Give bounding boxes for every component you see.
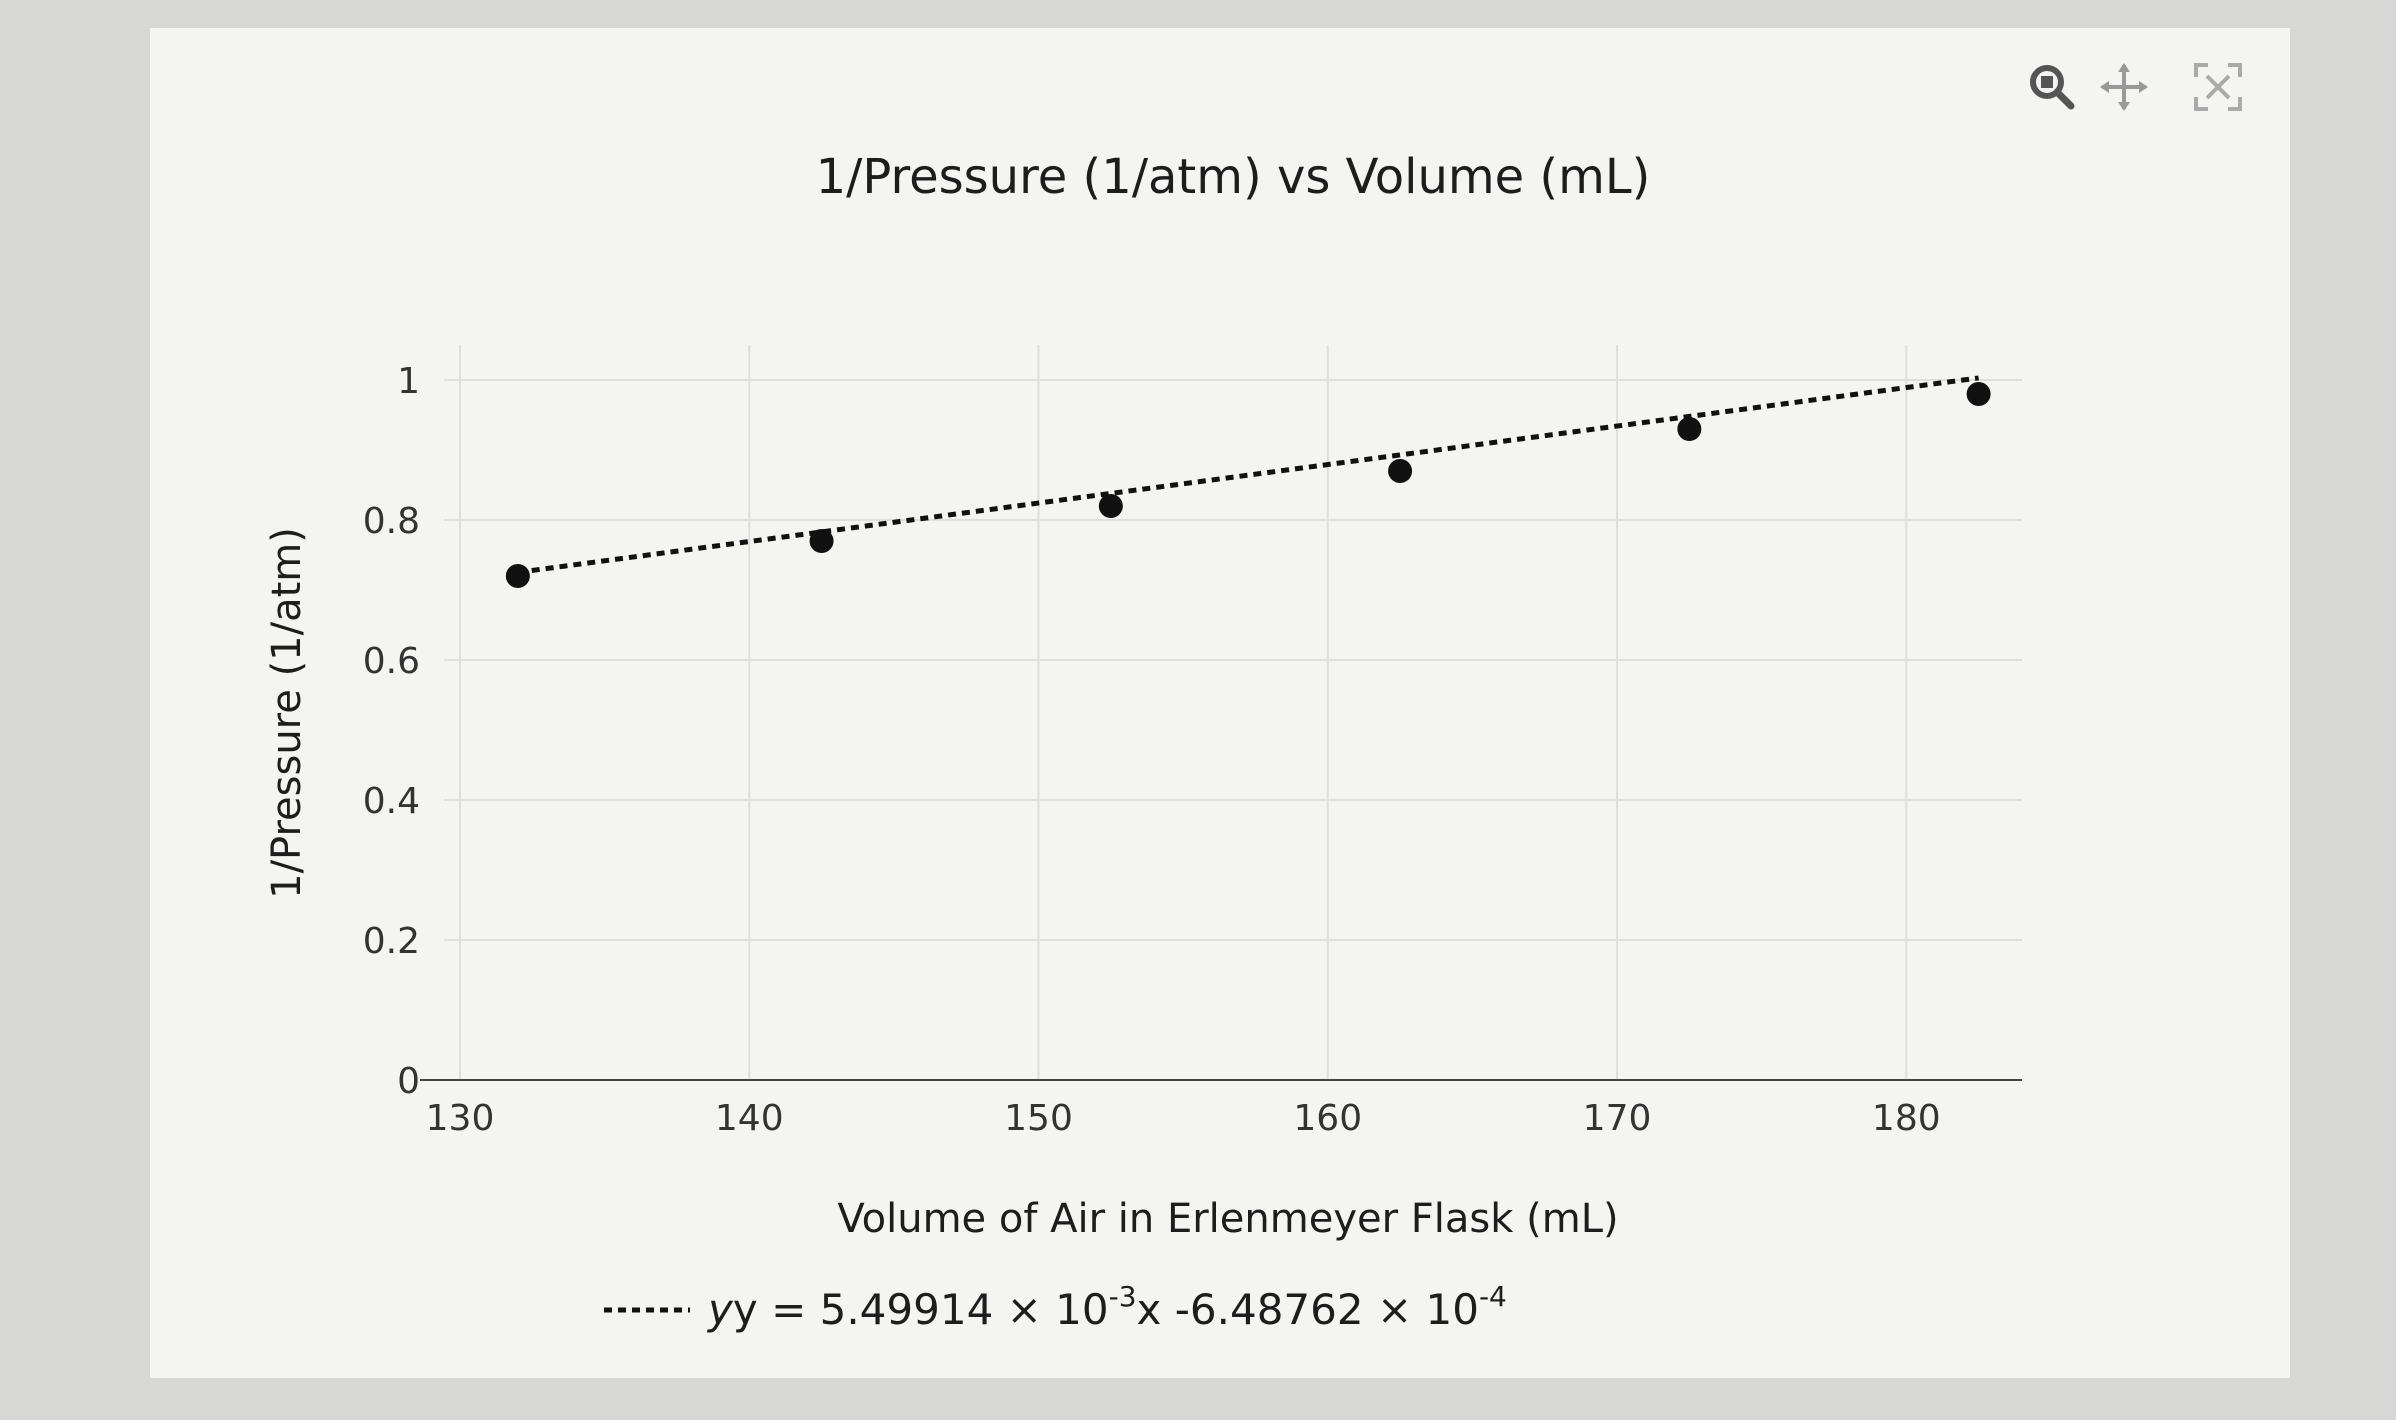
chart-panel bbox=[150, 28, 2290, 1378]
data-point-5[interactable] bbox=[1966, 382, 1991, 406]
data-point-4[interactable] bbox=[1677, 417, 1702, 441]
zoom-icon[interactable] bbox=[2020, 55, 2084, 119]
y-axis-label: 1/Pressure (1/atm) bbox=[264, 527, 310, 899]
pan-icon[interactable] bbox=[2092, 55, 2156, 119]
chart-toolbar bbox=[2020, 55, 2260, 125]
x-tick-label-4: 170 bbox=[1583, 1098, 1652, 1139]
fullscreen-icon[interactable] bbox=[2186, 55, 2250, 119]
y-tick-labels: 0 0.2 0.4 0.6 0.8 1 bbox=[363, 361, 420, 1102]
trendline bbox=[517, 375, 1979, 575]
x-tick-label-2: 150 bbox=[1004, 1098, 1073, 1139]
y-tick-label-3: 0.6 bbox=[363, 641, 420, 682]
y-tick-label-5: 1 bbox=[397, 361, 420, 402]
x-axis-label: Volume of Air in Erlenmeyer Flask (mL) bbox=[837, 1196, 1618, 1242]
x-tick-label-3: 160 bbox=[1293, 1098, 1362, 1139]
data-point-0[interactable] bbox=[505, 564, 530, 588]
legend: yy = 5.49914 × 10-3x -6.48762 × 10-4 bbox=[604, 1280, 1507, 1334]
chart-title: 1/Pressure (1/atm) vs Volume (mL) bbox=[816, 149, 1651, 205]
y-tick-label-4: 0.8 bbox=[363, 501, 420, 542]
legend-equation: yy = 5.49914 × 10-3x -6.48762 × 10-4 bbox=[706, 1280, 1507, 1334]
x-tick-labels: 130 140 150 160 170 180 bbox=[426, 1098, 1941, 1139]
grid bbox=[444, 345, 2022, 1081]
y-tick-label-0: 0 bbox=[397, 1061, 420, 1102]
x-tick-label-5: 180 bbox=[1872, 1098, 1941, 1139]
data-point-2[interactable] bbox=[1098, 494, 1123, 518]
y-tick-label-1: 0.2 bbox=[363, 921, 420, 962]
x-tick-label-0: 130 bbox=[426, 1098, 495, 1139]
y-tick-label-2: 0.4 bbox=[363, 781, 420, 822]
data-point-1[interactable] bbox=[809, 529, 834, 553]
x-tick-label-1: 140 bbox=[715, 1098, 784, 1139]
data-points bbox=[505, 382, 1991, 588]
data-point-3[interactable] bbox=[1388, 459, 1413, 483]
